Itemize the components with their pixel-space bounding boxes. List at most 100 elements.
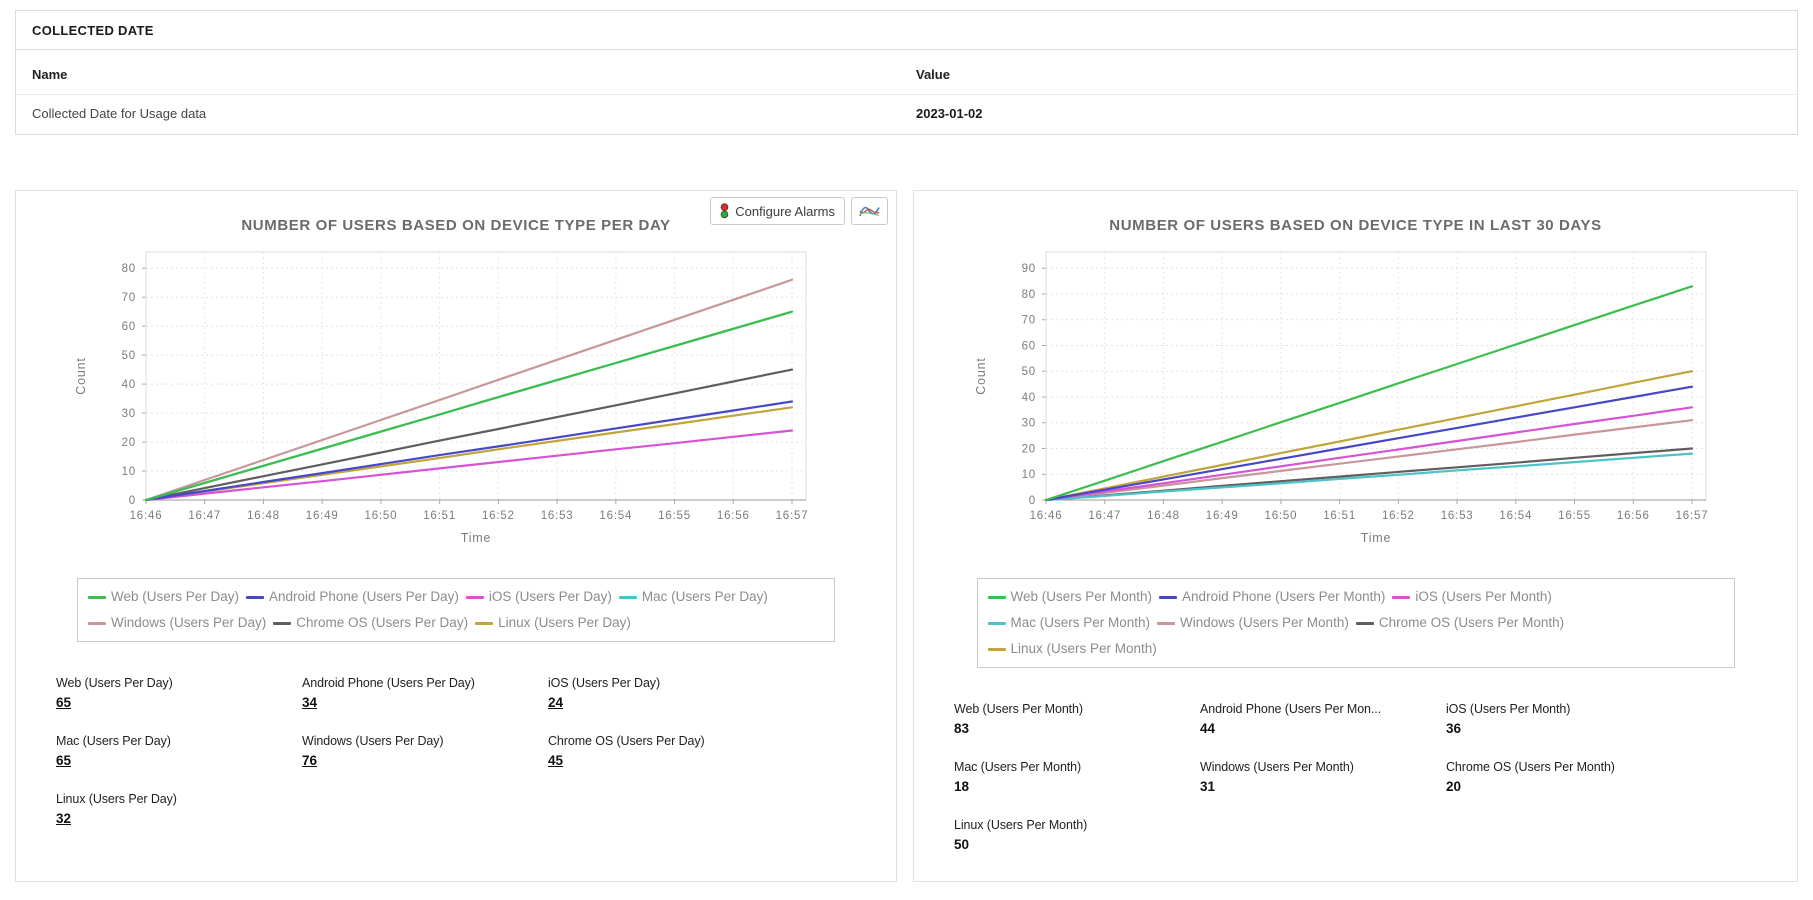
stat-value[interactable]: 32 [56,811,72,826]
series-line [1044,406,1693,502]
stat-value[interactable]: 76 [302,753,318,768]
legend-label: iOS (Users Per Month) [1415,589,1552,604]
legend-swatch-icon [1392,595,1411,599]
y-tick-label: 90 [1021,263,1035,275]
collected-date-panel: COLLECTED DATE Name Value Collected Date… [15,10,1798,135]
stat-label: Mac (Users Per Month) [954,760,1082,774]
legend-swatch-icon [246,595,265,599]
legend-item: Chrome OS (Users Per Day) [273,610,468,636]
stat-value[interactable]: 65 [56,695,72,710]
x-tick-label: 16:47 [188,510,221,522]
y-tick-label: 70 [1021,315,1035,327]
stat-value[interactable]: 24 [548,695,564,710]
stat-cell: iOS (Users Per Day) 24 [548,676,880,710]
stat-cell: Mac (Users Per Day) 65 [56,734,302,768]
stat-value[interactable]: 34 [302,695,318,710]
stat-value: 20 [1446,779,1462,794]
legend-item: Web (Users Per Day) [88,584,239,610]
stat-value: 44 [1200,721,1216,736]
legend-item: Linux (Users Per Day) [475,610,631,636]
y-tick-label: 10 [122,466,136,478]
collected-date-title: COLLECTED DATE [16,11,1797,50]
series-line [1044,285,1693,502]
legend-item: Chrome OS (Users Per Month) [1355,610,1565,636]
series-line [1044,419,1693,502]
traffic-light-icon [720,203,729,219]
x-tick-label: 16:51 [1323,510,1356,522]
y-tick-label: 70 [122,292,136,304]
stat-value: 18 [954,779,970,794]
legend-label: Web (Users Per Month) [1010,589,1153,604]
stat-value: 50 [954,837,970,852]
x-tick-label: 16:53 [1440,510,1473,522]
stat-value: 83 [954,721,970,736]
x-tick-label: 16:46 [1029,510,1062,522]
x-tick-label: 16:50 [1264,510,1297,522]
legend-item: Mac (Users Per Day) [618,584,768,610]
series-line [144,429,794,502]
stat-cell: Chrome OS (Users Per Day) 45 [548,734,880,768]
chart-legend: Web (Users Per Month) Android Phone (User… [976,578,1735,668]
stat-cell: Android Phone (Users Per Mon... 44 [1200,702,1446,736]
stat-cell: Mac (Users Per Month) 18 [954,760,1200,794]
legend-swatch-icon [88,595,106,599]
line-chart-svg: 0 10 20 30 40 50 60 70 80 90 16:46 16:47 16:48 16:49 1… [974,251,1707,545]
legend-item: Windows (Users Per Month) [1157,610,1349,636]
stat-cell: Linux (Users Per Month) 50 [954,818,1200,852]
series-line [144,368,794,502]
legend-item: Windows (Users Per Day) [88,610,266,636]
chart-legend: Web (Users Per Day) Android Phone (Users … [77,578,835,642]
collected-date-table-header: Name Value [16,50,1797,95]
configure-alarms-button[interactable]: Configure Alarms [710,197,845,225]
stat-label: Web (Users Per Month) [954,702,1083,716]
legend-swatch-icon [88,621,106,625]
legend-label: iOS (Users Per Day) [488,589,612,604]
x-tick-label: 16:47 [1088,510,1121,522]
collected-date-row-value: 2023-01-02 [916,106,983,121]
legend-swatch-icon [987,621,1006,625]
x-tick-label: 16:48 [247,510,280,522]
chart-view-button[interactable] [851,197,888,225]
panel-toolbar: Configure Alarms [710,197,888,225]
chart-stats: Web (Users Per Month) 83 Android Phone (Us… [954,702,1781,852]
stat-cell: Web (Users Per Day) 65 [56,676,302,710]
legend-label: Linux (Users Per Day) [498,615,631,630]
line-chart-svg: 0 10 20 30 40 50 60 70 80 16:46 16:47 16:48 16:49 16:… [74,251,808,545]
stat-value[interactable]: 45 [548,753,564,768]
y-tick-label: 50 [1021,366,1035,378]
stat-cell: Web (Users Per Month) 83 [954,702,1200,736]
legend-label: Windows (Users Per Month) [1180,615,1349,630]
y-axis-label: Count [974,357,988,394]
x-tick-label: 16:56 [717,510,750,522]
series-line [1044,385,1693,502]
y-tick-label: 60 [122,321,136,333]
stat-label: Linux (Users Per Day) [56,792,177,806]
legend-swatch-icon [273,621,292,625]
legend-item: iOS (Users Per Month) [1392,584,1552,610]
y-tick-label: 0 [1028,495,1035,507]
x-axis-label: Time [461,531,492,545]
legend-label: Linux (Users Per Month) [1010,641,1157,656]
legend-label: Android Phone (Users Per Day) [269,589,459,604]
y-tick-label: 30 [122,408,136,420]
x-tick-label: 16:46 [130,510,163,522]
x-tick-label: 16:49 [1205,510,1238,522]
chart-title: NUMBER OF USERS BASED ON DEVICE TYPE PER… [241,217,671,234]
stat-value[interactable]: 65 [56,753,72,768]
y-tick-label: 40 [1021,392,1035,404]
stat-label: Windows (Users Per Month) [1200,760,1354,774]
series-line [144,310,794,502]
value-column-header: Value [916,67,950,82]
y-tick-label: 60 [1021,340,1035,352]
stat-cell: Windows (Users Per Day) 76 [302,734,548,768]
legend-swatch-icon [475,621,494,625]
x-tick-label: 16:54 [599,510,632,522]
x-tick-label: 16:56 [1616,510,1649,522]
legend-item: Mac (Users Per Month) [987,610,1150,636]
y-tick-label: 40 [122,379,136,391]
stat-cell: Windows (Users Per Month) 31 [1200,760,1446,794]
legend-label: Chrome OS (Users Per Month) [1378,615,1565,630]
stat-label: Windows (Users Per Day) [302,734,444,748]
stat-label: Linux (Users Per Month) [954,818,1088,832]
y-tick-label: 80 [122,263,136,275]
